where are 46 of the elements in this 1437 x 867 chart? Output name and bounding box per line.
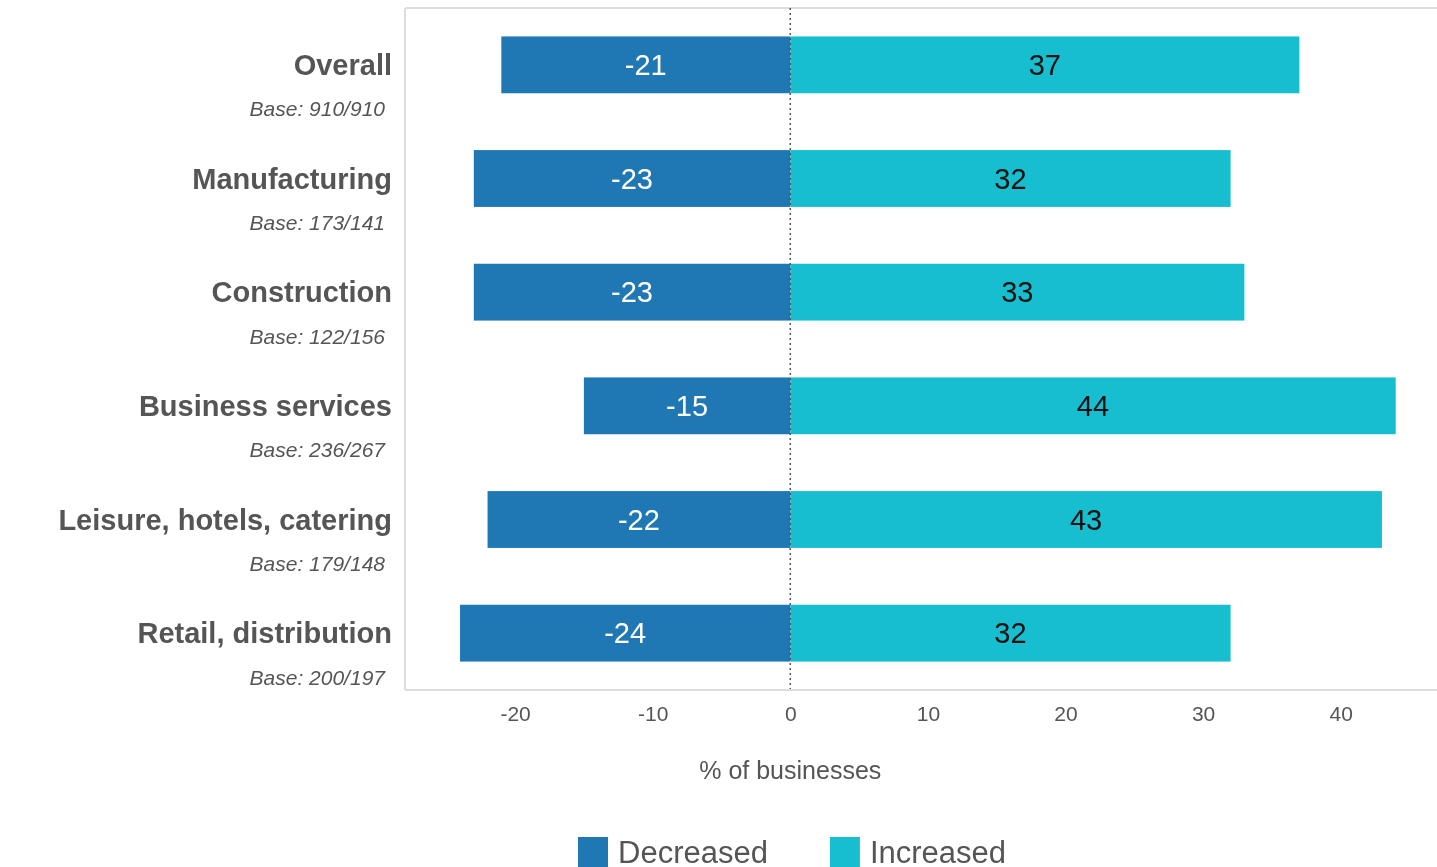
data-label: -23 [611, 162, 653, 195]
bar [790, 604, 1231, 662]
bar [790, 150, 1231, 207]
data-label: 32 [994, 617, 1027, 650]
x-tick-label: 10 [916, 701, 941, 725]
x-tick-label: -10 [638, 701, 669, 725]
bar [473, 263, 791, 321]
y-tick-label: Leisure, hotels, catering [58, 503, 392, 536]
x-tick-label: 30 [1191, 701, 1216, 725]
text: Base: 179/148 [249, 551, 386, 575]
y-tick-label: Construction [211, 276, 392, 309]
legend-label: Increased [869, 834, 1007, 867]
x-tick-label: 20 [1054, 701, 1078, 725]
data-label: -24 [604, 617, 647, 650]
data-label: 33 [1001, 276, 1034, 309]
bar [790, 263, 1245, 321]
data-label: -22 [617, 503, 660, 536]
legend-label: Decreased [618, 834, 768, 867]
bar [501, 36, 791, 94]
x-tick-label: -20 [500, 701, 531, 725]
bar [487, 491, 791, 548]
data-label: 37 [1028, 48, 1061, 81]
data-label: -21 [624, 48, 667, 81]
text: Base: 200/197 [249, 665, 387, 689]
y-tick-label: Manufacturing [192, 162, 392, 195]
text: Base: 173/141 [249, 210, 385, 234]
text: Base: 910/910 [249, 97, 386, 121]
x-axis-title: % of businesses [699, 755, 882, 784]
text: Base: 122/156 [249, 324, 386, 348]
bar [790, 491, 1382, 548]
data-label: 32 [994, 162, 1027, 195]
bar [790, 36, 1300, 94]
x-tick-label: 40 [1329, 701, 1353, 725]
text: Base: 236/267 [249, 438, 387, 462]
bar [583, 377, 791, 435]
bar [790, 377, 1396, 435]
bar [473, 150, 791, 207]
data-label: 44 [1076, 389, 1110, 422]
data-label: -15 [666, 389, 709, 422]
data-label: 43 [1069, 503, 1103, 536]
y-tick-label: Business services [138, 389, 392, 422]
y-tick-label: Overall [293, 48, 392, 81]
x-tick-label: 0 [784, 701, 797, 725]
data-label: -23 [611, 276, 653, 309]
y-tick-label: Retail, distribution [137, 617, 392, 650]
bar [460, 604, 791, 662]
